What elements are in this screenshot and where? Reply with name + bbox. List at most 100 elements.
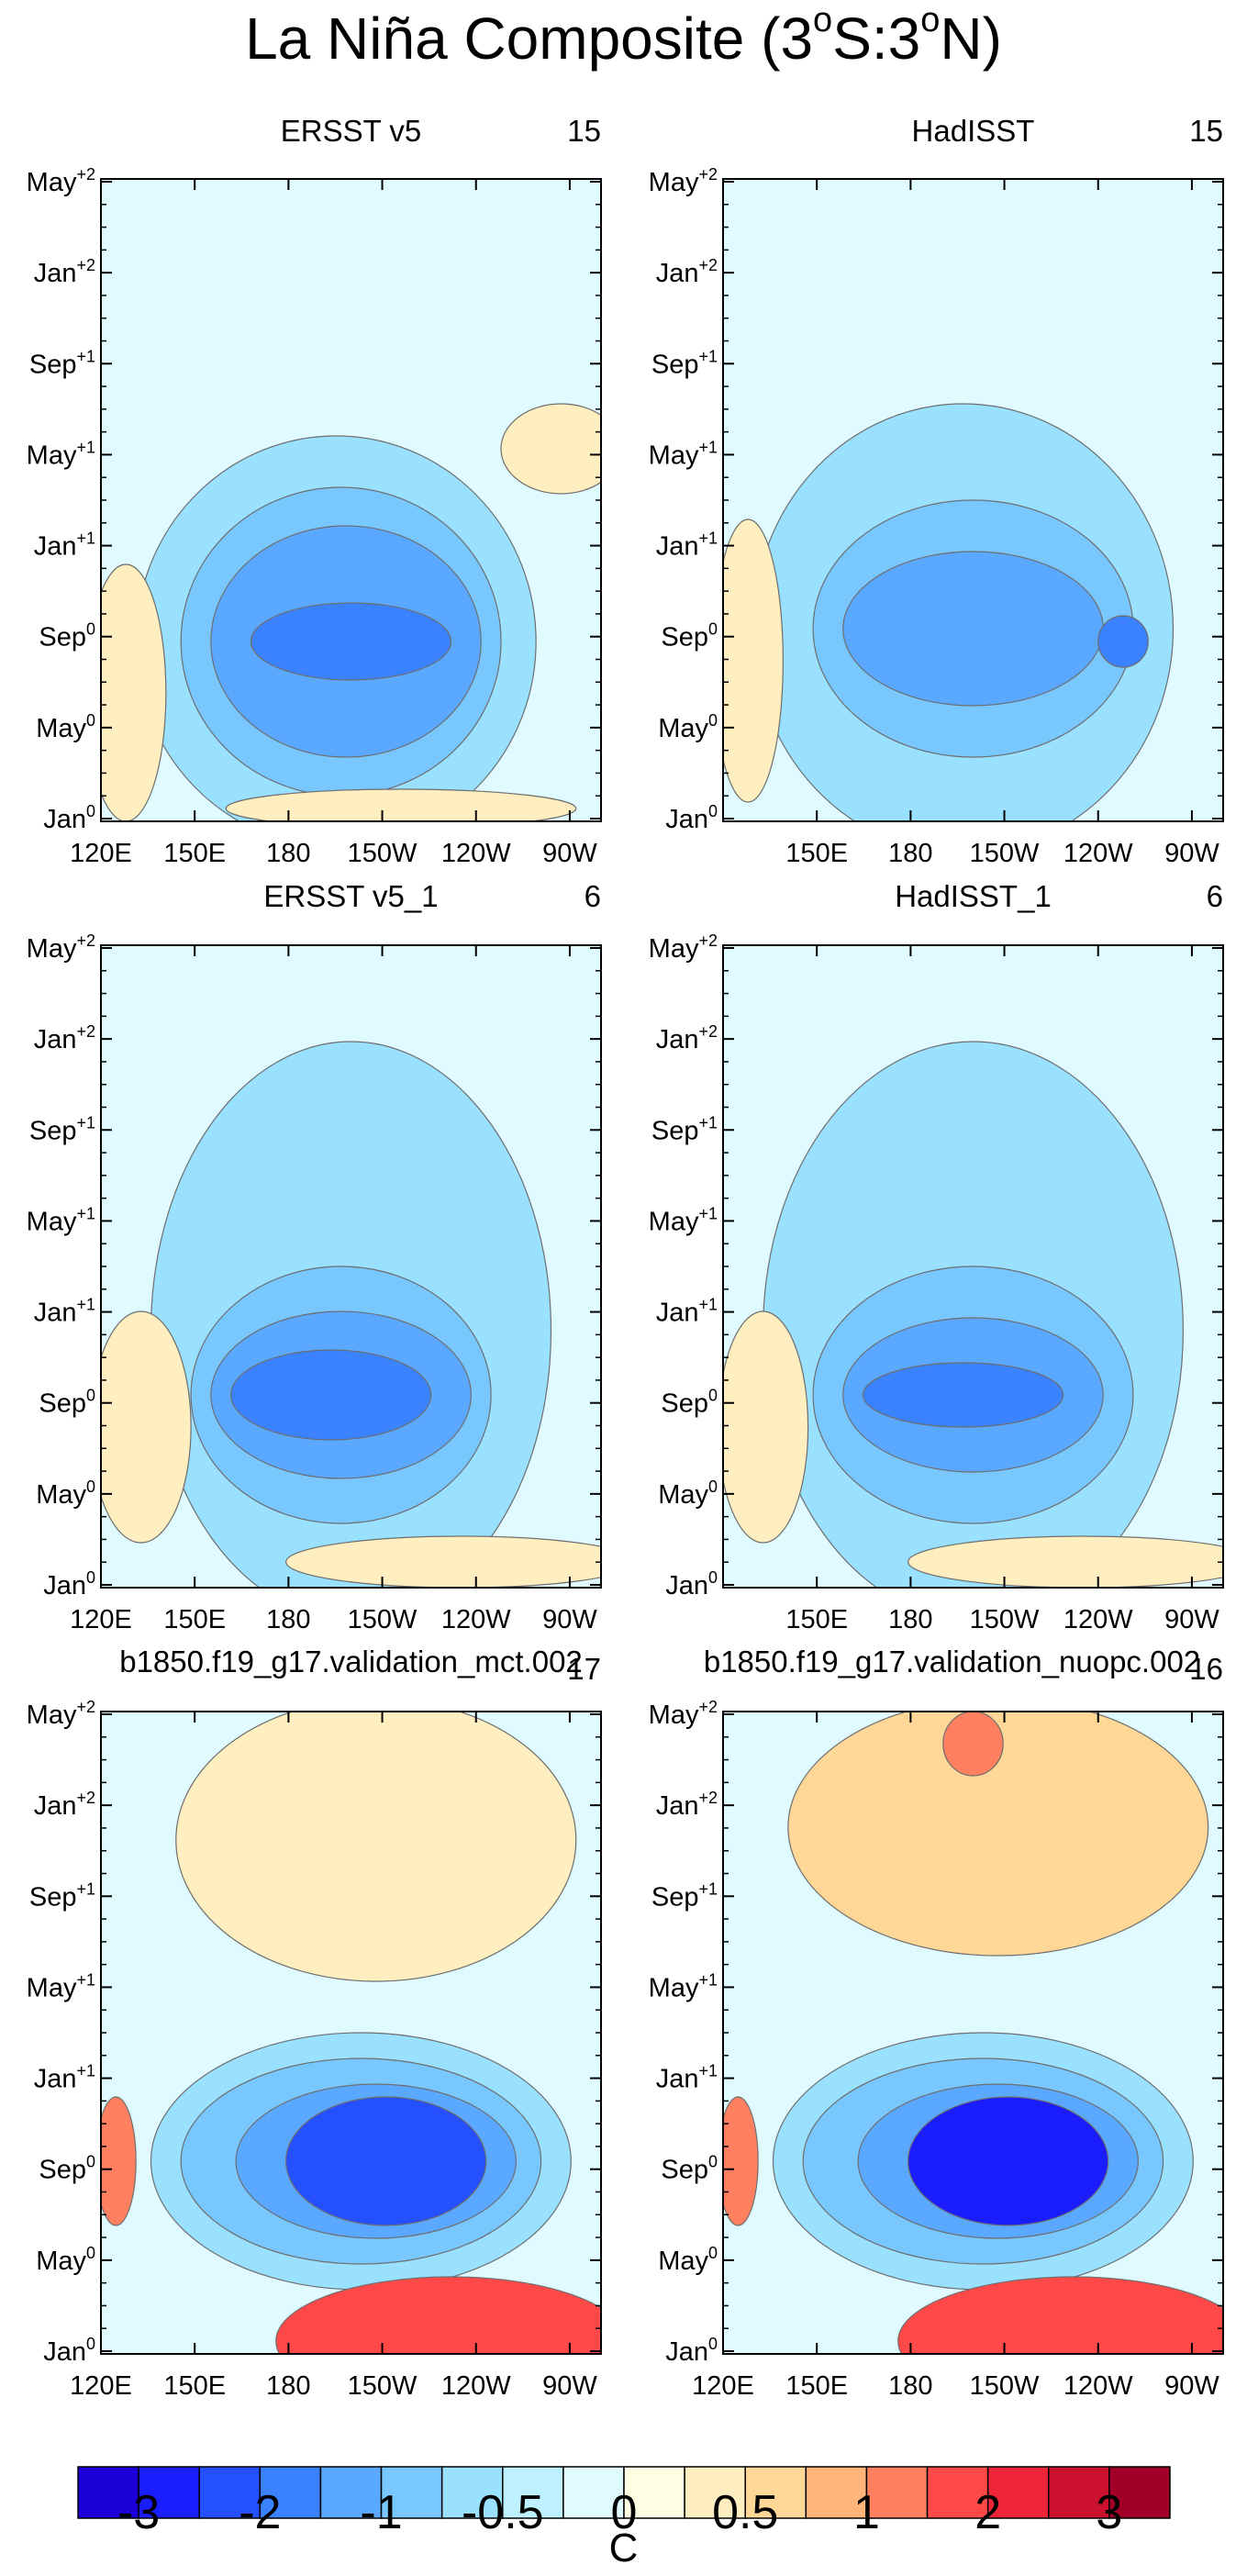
y-tick-label: May+2	[27, 1698, 95, 1730]
panel: Jan0 May0 Sep0 Jan+1 May+1 Sep+1 Jan+2 May+2 120…	[27, 165, 602, 868]
x-tick-label: 120W	[1063, 839, 1133, 868]
panel-count: 16	[1189, 1652, 1223, 1686]
y-tick-label: May+2	[649, 931, 718, 964]
colorbar-label: -3	[117, 2486, 160, 2539]
colorbar-label: -0.5	[462, 2486, 544, 2539]
y-tick-label: Jan+2	[34, 1789, 95, 1821]
panel: Jan0 May0 Sep0 Jan+1 May+1 Sep+1 Jan+2 May+2 120…	[27, 1698, 602, 2401]
panel-title: ERSST v5	[280, 114, 422, 148]
x-tick-label: 120E	[692, 2371, 754, 2401]
y-tick-label: May+2	[27, 931, 95, 964]
y-tick-label: May0	[658, 1478, 718, 1510]
colorbar-unit: C	[608, 2526, 639, 2570]
contour-region	[723, 1310, 809, 1544]
y-tick-label: Sep0	[39, 620, 95, 652]
x-tick-label: 90W	[1164, 2371, 1219, 2401]
y-tick-label: May+1	[27, 1970, 95, 2002]
contour-region	[285, 2096, 487, 2226]
contour-region	[862, 1362, 1064, 1428]
colorbar-swatch	[744, 2466, 807, 2519]
y-tick-label: May+2	[649, 1698, 718, 1730]
y-tick-label: Sep+1	[651, 347, 718, 379]
colorbar-swatch	[865, 2466, 929, 2519]
y-tick-label: Sep+1	[29, 1879, 95, 1912]
panel-count: 17	[567, 1652, 601, 1686]
colorbar-swatch	[138, 2466, 200, 2519]
panel-count: 6	[584, 879, 601, 913]
y-tick-label: Sep0	[661, 620, 718, 652]
x-tick-label: 150W	[970, 1605, 1040, 1634]
colorbar-label: 0	[611, 2486, 638, 2539]
y-tick-label: Sep+1	[651, 1113, 718, 1145]
y-tick-label: Jan0	[665, 802, 718, 834]
y-tick-label: Jan+2	[34, 1022, 95, 1054]
y-tick-label: May+1	[649, 1204, 718, 1236]
y-tick-label: Jan+1	[34, 530, 95, 562]
x-tick-label: 150W	[970, 839, 1040, 868]
x-tick-label: 150W	[348, 839, 418, 868]
x-tick-label: 150W	[970, 2371, 1040, 2401]
panel: Jan0 May0 Sep0 Jan+1 May+1 Sep+1 Jan+2 May+2 120…	[649, 1698, 1224, 2401]
x-tick-label: 90W	[542, 1605, 597, 1634]
y-tick-label: Jan0	[43, 1568, 95, 1600]
panel-title: ERSST v5_1	[263, 879, 439, 913]
x-tick-label: 180	[266, 2371, 310, 2401]
y-tick-label: May+2	[649, 165, 718, 197]
y-tick-label: Jan+2	[656, 1022, 718, 1054]
y-tick-label: Sep+1	[651, 1879, 718, 1912]
y-tick-label: May0	[36, 2244, 95, 2276]
x-tick-label: 120W	[441, 839, 511, 868]
contour-region	[500, 403, 601, 495]
panel-count: 15	[567, 114, 601, 148]
x-tick-label: 150E	[163, 1605, 226, 1634]
panel-title: HadISST	[911, 114, 1035, 148]
x-tick-label: 150W	[348, 1605, 418, 1634]
y-tick-label: Sep0	[39, 1387, 95, 1419]
y-tick-label: Jan+1	[656, 1296, 718, 1328]
panel: Jan0 May0 Sep0 Jan+1 May+1 Sep+1 Jan+2 May+2 150…	[649, 165, 1224, 868]
panel-count: 6	[1206, 879, 1223, 913]
colorbar-swatch	[1108, 2466, 1171, 2519]
colorbar-swatch	[380, 2466, 443, 2519]
contour-region	[723, 2096, 759, 2226]
colorbar-swatch	[986, 2466, 1050, 2519]
contour-region	[175, 1712, 577, 1982]
panel: Jan0 May0 Sep0 Jan+1 May+1 Sep+1 Jan+2 May+2 120…	[27, 931, 602, 1634]
contour-region	[723, 519, 784, 803]
panel-count: 15	[1189, 114, 1223, 148]
x-tick-label: 120E	[70, 839, 132, 868]
colorbar-swatch	[562, 2466, 625, 2519]
contour-region	[275, 2276, 601, 2354]
colorbar-swatch	[623, 2466, 685, 2519]
x-tick-label: 90W	[542, 2371, 597, 2401]
y-tick-label: Sep0	[39, 2153, 95, 2185]
y-tick-label: May+1	[27, 1204, 95, 1236]
y-tick-label: Jan+2	[656, 256, 718, 288]
x-tick-label: 120W	[1063, 2371, 1133, 2401]
y-tick-label: Sep+1	[29, 1113, 95, 1145]
colorbar-swatch	[1048, 2466, 1110, 2519]
colorbar-swatch	[259, 2466, 322, 2519]
contour-region	[250, 602, 452, 681]
x-tick-label: 180	[266, 1605, 310, 1634]
x-tick-label: 90W	[1164, 1605, 1219, 1634]
x-tick-label: 180	[888, 839, 932, 868]
x-tick-label: 120W	[441, 2371, 511, 2401]
y-tick-label: Jan+1	[656, 530, 718, 562]
x-tick-label: 150E	[163, 2371, 226, 2401]
colorbar-swatch	[926, 2466, 989, 2519]
x-tick-label: 150E	[785, 839, 848, 868]
y-tick-label: Jan+1	[656, 2062, 718, 2094]
contour-region	[101, 1310, 192, 1544]
contour-region	[1097, 615, 1149, 668]
y-tick-label: Sep+1	[29, 347, 95, 379]
contour-region	[842, 551, 1104, 707]
contour-region	[787, 1712, 1209, 1957]
y-tick-label: May+1	[649, 1970, 718, 2002]
panel-title: b1850.f19_g17.validation_nuopc.002	[703, 1645, 1201, 1678]
colorbar-label: -2	[239, 2486, 281, 2539]
y-tick-label: May0	[36, 711, 95, 743]
panel: Jan0 May0 Sep0 Jan+1 May+1 Sep+1 Jan+2 May+2 150…	[649, 931, 1224, 1634]
y-tick-label: May+1	[27, 438, 95, 470]
y-tick-label: Jan0	[665, 1568, 718, 1600]
